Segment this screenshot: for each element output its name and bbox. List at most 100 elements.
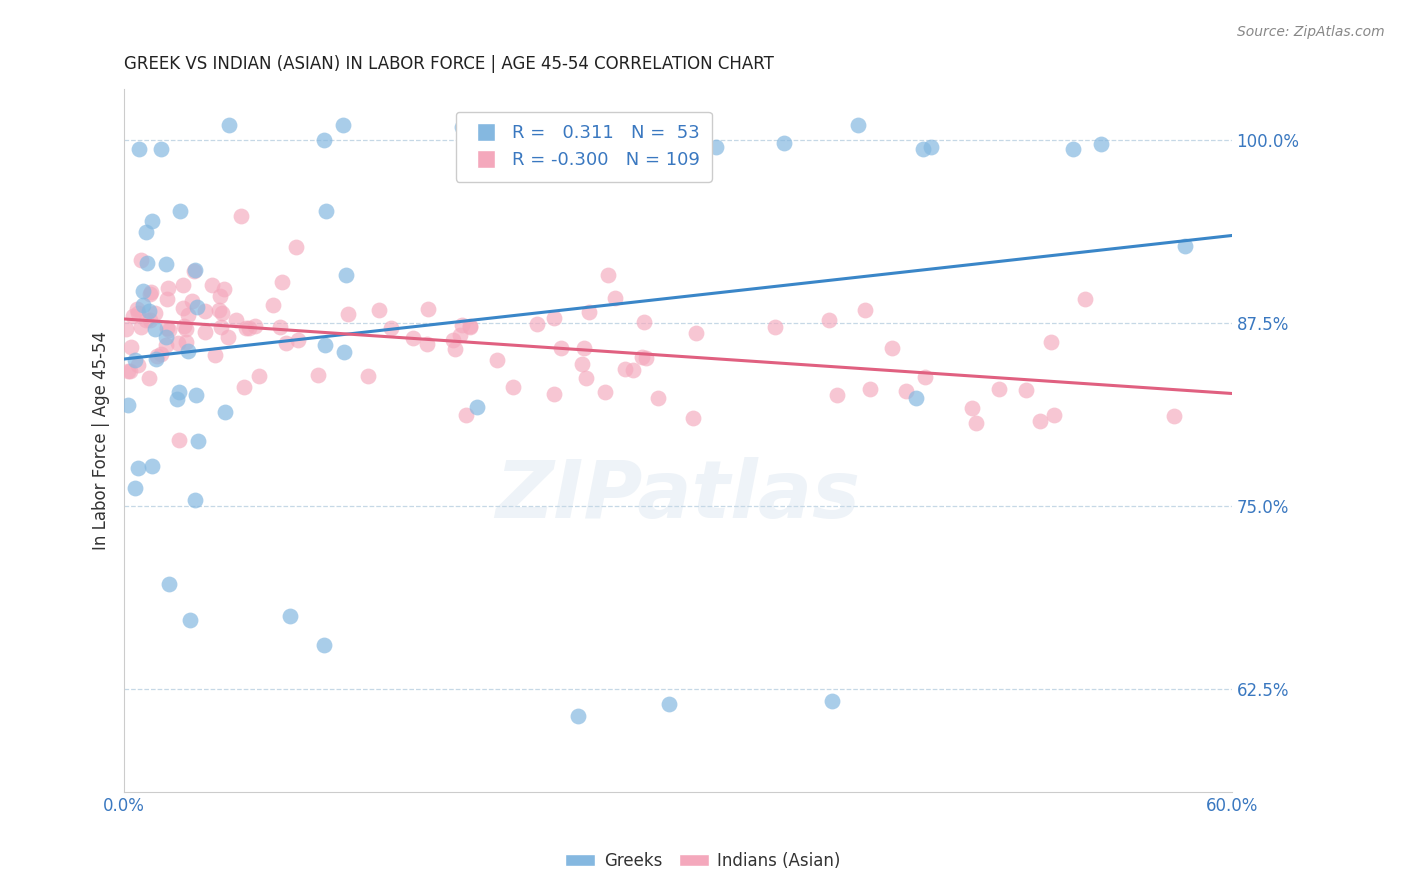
- Point: [631, 350, 654, 364]
- Point: [658, 697, 681, 711]
- Point: [211, 306, 233, 320]
- Text: GREEK VS INDIAN (ASIAN) IN LABOR FORCE | AGE 45-54 CORRELATION CHART: GREEK VS INDIAN (ASIAN) IN LABOR FORCE |…: [124, 55, 775, 73]
- Point: [485, 353, 508, 368]
- Point: [458, 320, 481, 334]
- Point: [402, 331, 425, 345]
- Point: [235, 321, 257, 335]
- Point: [177, 344, 200, 359]
- Point: [150, 347, 173, 361]
- Point: [315, 203, 337, 218]
- Point: [912, 143, 935, 157]
- Point: [132, 298, 155, 312]
- Point: [572, 341, 595, 355]
- Point: [451, 120, 474, 134]
- Point: [181, 293, 204, 308]
- Point: [122, 310, 145, 324]
- Point: [633, 315, 655, 329]
- Point: [965, 416, 987, 430]
- Point: [131, 320, 153, 334]
- Point: [127, 461, 149, 475]
- Point: [1090, 137, 1112, 152]
- Point: [155, 338, 177, 352]
- Point: [136, 255, 159, 269]
- Point: [543, 310, 565, 325]
- Point: [960, 401, 983, 416]
- Point: [183, 263, 205, 277]
- Point: [157, 323, 180, 337]
- Point: [896, 384, 918, 398]
- Point: [194, 304, 217, 318]
- Point: [169, 384, 191, 399]
- Point: [209, 320, 232, 334]
- Point: [817, 313, 839, 327]
- Point: [172, 301, 194, 315]
- Point: [416, 337, 439, 351]
- Y-axis label: In Labor Force | Age 45-54: In Labor Force | Age 45-54: [93, 331, 110, 549]
- Point: [825, 387, 848, 401]
- Point: [284, 240, 307, 254]
- Point: [115, 321, 138, 335]
- Point: [593, 384, 616, 399]
- Point: [135, 225, 157, 239]
- Point: [262, 298, 284, 312]
- Point: [1014, 383, 1036, 397]
- Point: [1163, 409, 1185, 423]
- Point: [765, 319, 787, 334]
- Point: [145, 349, 167, 363]
- Point: [333, 345, 356, 359]
- Point: [274, 335, 297, 350]
- Point: [636, 351, 658, 366]
- Point: [905, 392, 928, 406]
- Point: [1029, 414, 1052, 428]
- Point: [177, 308, 200, 322]
- Point: [157, 281, 180, 295]
- Point: [129, 253, 152, 268]
- Point: [465, 401, 488, 415]
- Point: [132, 284, 155, 298]
- Point: [139, 312, 162, 326]
- Point: [450, 318, 472, 333]
- Point: [120, 364, 142, 378]
- Point: [269, 319, 291, 334]
- Point: [312, 133, 335, 147]
- Point: [169, 204, 191, 219]
- Point: [502, 380, 524, 394]
- Point: [120, 340, 142, 354]
- Point: [314, 338, 336, 352]
- Text: Source: ZipAtlas.com: Source: ZipAtlas.com: [1237, 25, 1385, 39]
- Point: [138, 371, 160, 385]
- Point: [543, 387, 565, 401]
- Point: [201, 278, 224, 293]
- Point: [238, 321, 260, 335]
- Point: [773, 136, 796, 150]
- Point: [287, 333, 309, 347]
- Point: [184, 493, 207, 508]
- Point: [225, 313, 247, 327]
- Point: [603, 291, 626, 305]
- Point: [157, 576, 180, 591]
- Point: [682, 411, 704, 425]
- Point: [184, 388, 207, 402]
- Point: [243, 319, 266, 334]
- Point: [550, 342, 572, 356]
- Point: [218, 118, 240, 132]
- Point: [174, 322, 197, 336]
- Point: [179, 613, 201, 627]
- Point: [278, 608, 301, 623]
- Point: [443, 342, 465, 356]
- Point: [127, 358, 149, 372]
- Point: [166, 392, 188, 406]
- Point: [312, 638, 335, 652]
- Point: [156, 321, 179, 335]
- Point: [271, 275, 294, 289]
- Legend: Greeks, Indians (Asian): Greeks, Indians (Asian): [558, 846, 848, 877]
- Point: [458, 318, 481, 333]
- Point: [449, 327, 471, 342]
- Point: [187, 434, 209, 448]
- Point: [647, 391, 669, 405]
- Point: [186, 301, 208, 315]
- Point: [183, 263, 205, 277]
- Point: [155, 257, 177, 271]
- Point: [127, 306, 149, 320]
- Point: [204, 348, 226, 362]
